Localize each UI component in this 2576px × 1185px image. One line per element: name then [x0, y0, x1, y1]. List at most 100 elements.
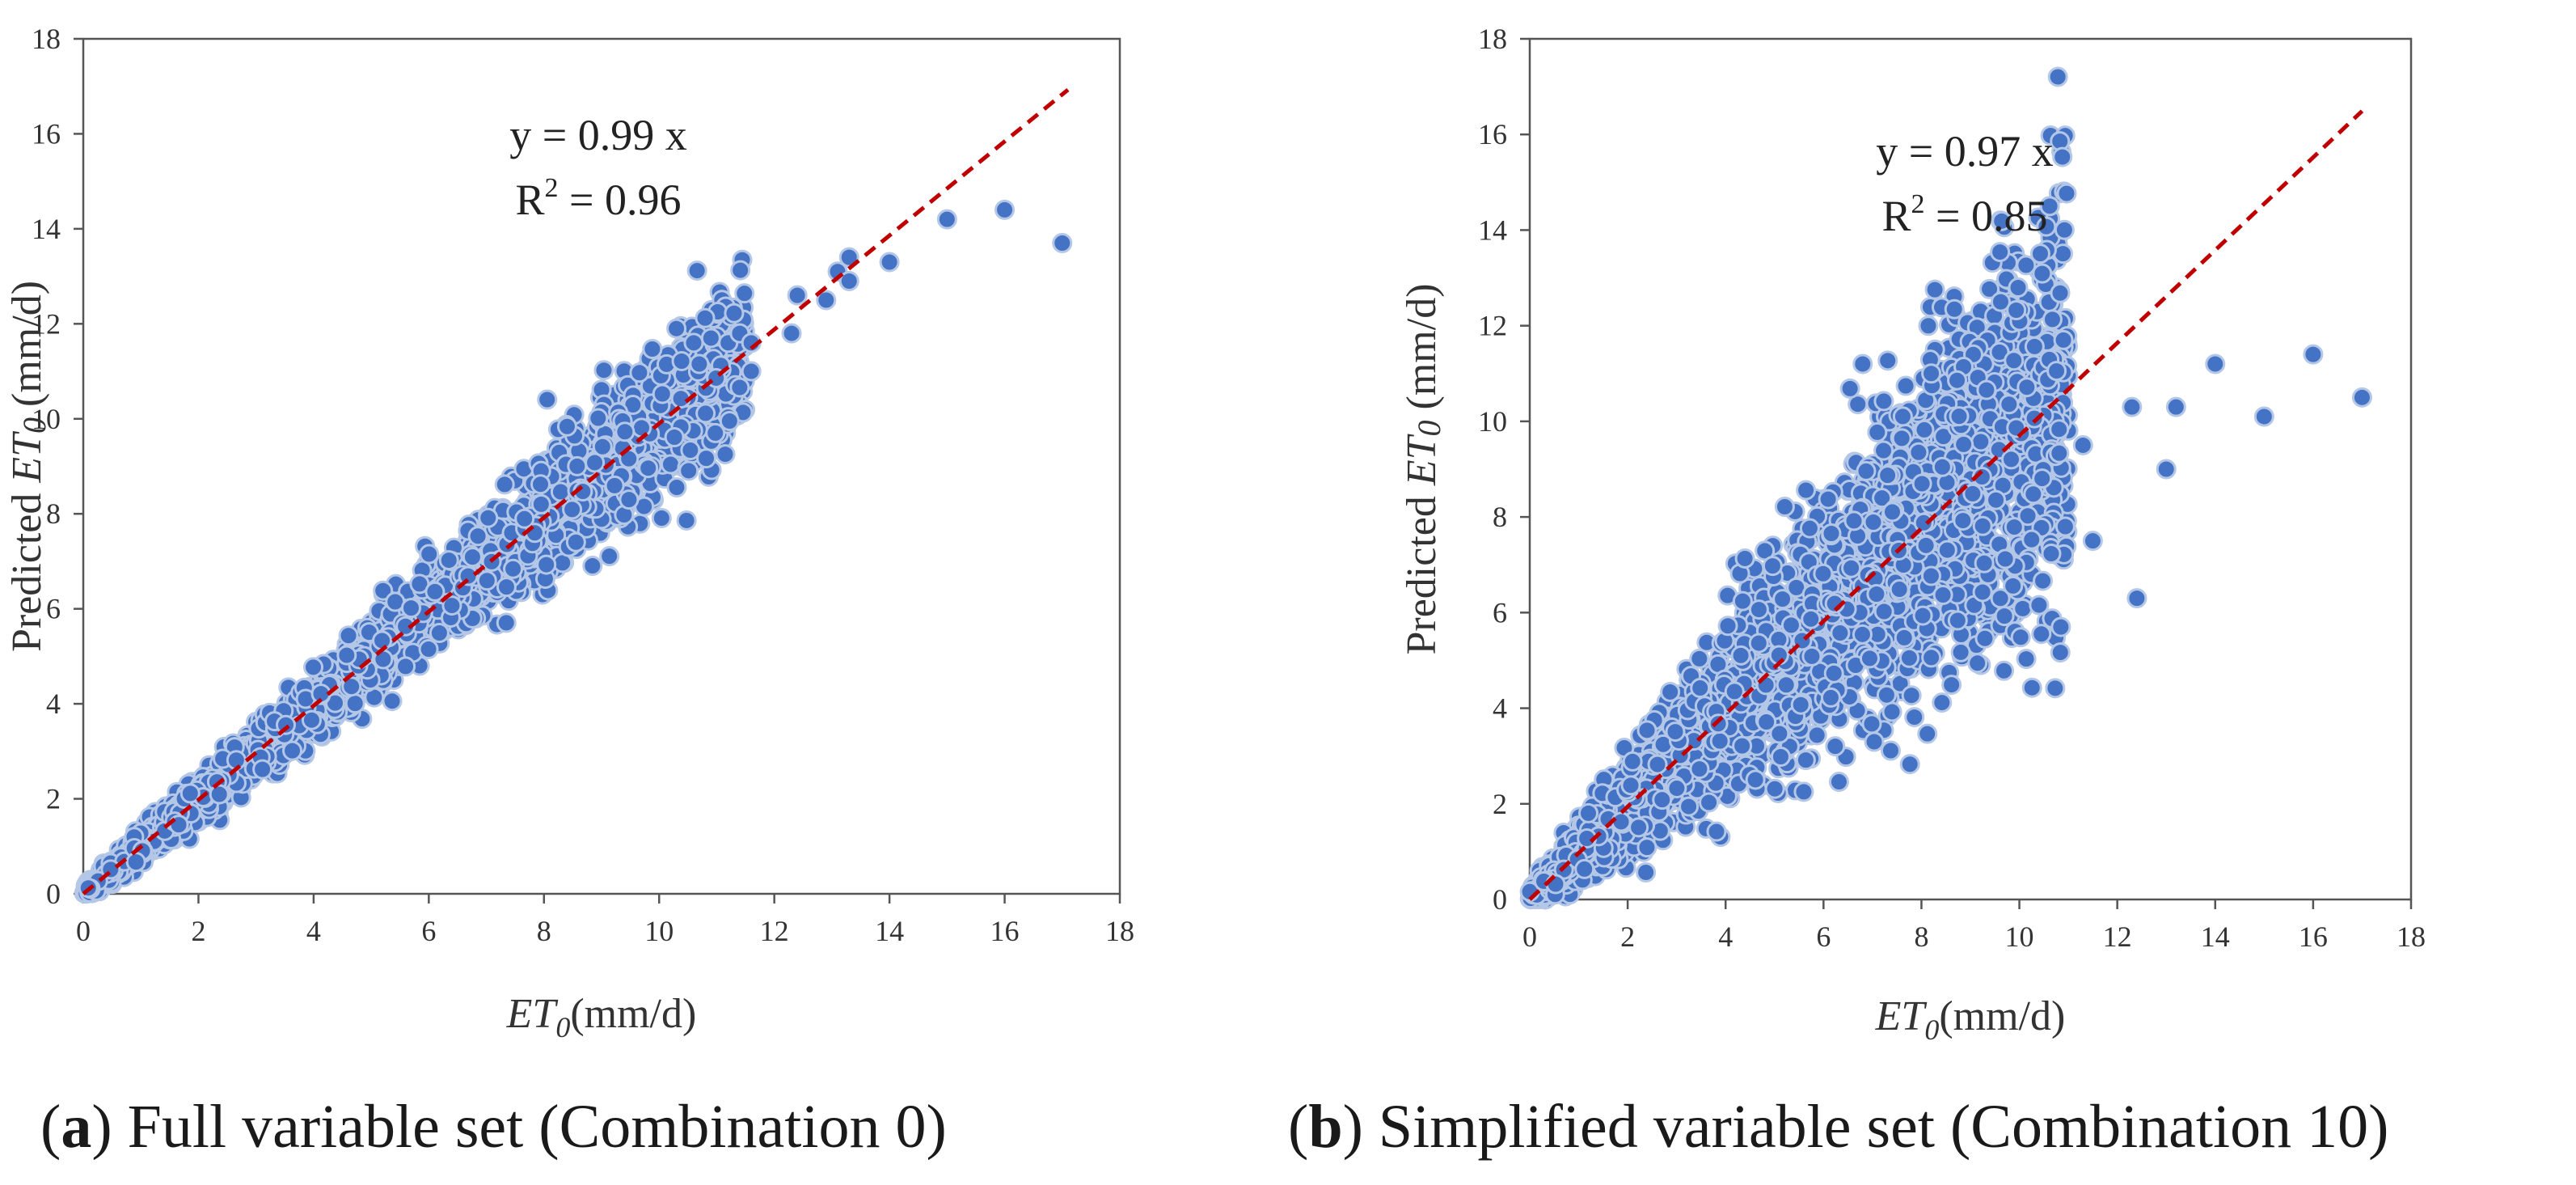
- outlier-point: [781, 323, 802, 344]
- scatter-point: [652, 383, 673, 404]
- x-tick-label: 18: [2397, 920, 2426, 953]
- x-tick-label: 0: [1522, 920, 1537, 953]
- scatter-point: [582, 556, 603, 577]
- scatter-chart-a: 0 2 4 6 8 10 12 14 16 18024681012141618ET0(mm/d)P…: [4, 23, 1134, 1043]
- scatter-point: [276, 714, 297, 735]
- scatter-point: [1899, 754, 1920, 775]
- scatter-points: [74, 249, 756, 904]
- scatter-point: [419, 544, 440, 565]
- scatter-point: [1734, 548, 1755, 569]
- scatter-point: [638, 458, 659, 479]
- y-tick-label: 0: [1493, 883, 1507, 916]
- y-tick-label: 6: [46, 593, 61, 625]
- scatter-point: [494, 474, 515, 495]
- scatter-point: [301, 709, 322, 730]
- scatter-point: [705, 422, 726, 443]
- scatter-point: [1950, 641, 1971, 662]
- scatter-point: [1848, 394, 1869, 415]
- scatter-point: [478, 507, 499, 528]
- scatter-chart-b: 0 2 4 6 8 10 12 14 16 18024681012141618ET0(mm/d)P…: [1399, 23, 2426, 1046]
- y-tick-label: 2: [46, 783, 61, 815]
- scatter-point: [1917, 723, 1938, 744]
- scatter-point: [695, 448, 716, 469]
- scatter-point: [2045, 678, 2066, 699]
- scatter-point: [336, 645, 357, 666]
- scatter-point: [671, 350, 692, 371]
- scatter-point: [695, 307, 716, 328]
- scatter-point: [562, 499, 583, 520]
- scatter-point: [1991, 210, 2012, 231]
- x-tick-label: 8: [537, 915, 551, 947]
- y-tick-label: 16: [32, 117, 61, 150]
- plot-frame: [82, 37, 1121, 895]
- scatter-point: [715, 444, 736, 465]
- outlier-point: [787, 285, 808, 306]
- scatter-point: [660, 454, 681, 475]
- scatter-point: [458, 565, 479, 586]
- y-tick-label: 4: [1493, 692, 1507, 725]
- scatter-point: [496, 612, 517, 633]
- equation-label: y = 0.99 x: [509, 111, 686, 159]
- scatter-point: [565, 531, 586, 552]
- x-tick-label: 18: [1105, 915, 1134, 947]
- plot-frame: [1528, 37, 2413, 901]
- scatter-point: [1880, 740, 1901, 761]
- x-tick-label: 14: [875, 915, 904, 947]
- outlier-point: [700, 328, 721, 349]
- scatter-point: [400, 598, 421, 619]
- scatter-point: [1839, 378, 1860, 399]
- x-tick-label: 2: [191, 915, 205, 947]
- scatter-point: [1793, 781, 1814, 802]
- scatter-point: [730, 260, 751, 281]
- x-tick-label: 2: [1620, 920, 1635, 953]
- scatter-point: [1979, 278, 2000, 299]
- x-tick-label: 4: [306, 915, 321, 947]
- y-tick-label: 12: [1478, 310, 1507, 342]
- scatter-point: [2016, 649, 2037, 670]
- y-tick-label: 18: [1478, 23, 1507, 55]
- scatter-point: [676, 510, 697, 531]
- y-tick-label: 8: [46, 497, 61, 530]
- x-tick-label: 14: [2201, 920, 2230, 953]
- scatter-point: [592, 436, 613, 457]
- scatter-point: [651, 508, 672, 529]
- fit-line: [82, 87, 1070, 895]
- panel-a: 0 2 4 6 8 10 12 14 16 18 0 2 4 6 8 10 12 14 16 18 ET0(mm/d) P…: [0, 0, 1261, 1185]
- scatter-point: [125, 852, 146, 873]
- scatter-point: [282, 740, 303, 761]
- scatter-point: [252, 759, 273, 780]
- y-tick-label: 14: [1478, 214, 1507, 246]
- x-tick-label: 8: [1914, 920, 1928, 953]
- y-tick-label: 16: [1478, 118, 1507, 150]
- x-tick-label: 6: [1816, 920, 1831, 953]
- x-tick-label: 12: [2103, 920, 2132, 953]
- y-tick-label: 8: [1493, 501, 1507, 533]
- panel-b: 0 2 4 6 8 10 12 14 16 18 0 2 4 6 8 10 12 14 16 18 ET0(mm/d) P…: [1288, 0, 2576, 1185]
- scatter-point: [556, 416, 577, 437]
- y-tick-label: 10: [1478, 405, 1507, 438]
- x-tick-label: 0: [76, 915, 91, 947]
- x-tick-label: 16: [2299, 920, 2328, 953]
- x-tick-label: 6: [421, 915, 436, 947]
- x-tick-label: 4: [1718, 920, 1733, 953]
- scatter-point: [179, 783, 201, 804]
- scatter-point: [599, 546, 620, 567]
- outlier-point: [683, 332, 704, 353]
- outlier-point: [838, 270, 859, 291]
- scatter-point: [1864, 731, 1885, 752]
- scatter-point: [424, 581, 446, 602]
- outlier-point: [995, 199, 1016, 220]
- scatter-point: [341, 676, 362, 697]
- scatter-point: [530, 474, 551, 495]
- scatter-point: [593, 360, 614, 381]
- scatter-point: [373, 580, 394, 601]
- scatter-point: [2031, 624, 2052, 645]
- scatter-point: [338, 625, 359, 646]
- scatter-point: [536, 554, 557, 575]
- scatter-point: [496, 577, 517, 598]
- outlier-point: [666, 318, 687, 339]
- y-tick-label: 12: [32, 307, 61, 340]
- scatter-point: [462, 547, 483, 568]
- outlier-point: [936, 209, 957, 230]
- scatter-point: [1904, 707, 1925, 728]
